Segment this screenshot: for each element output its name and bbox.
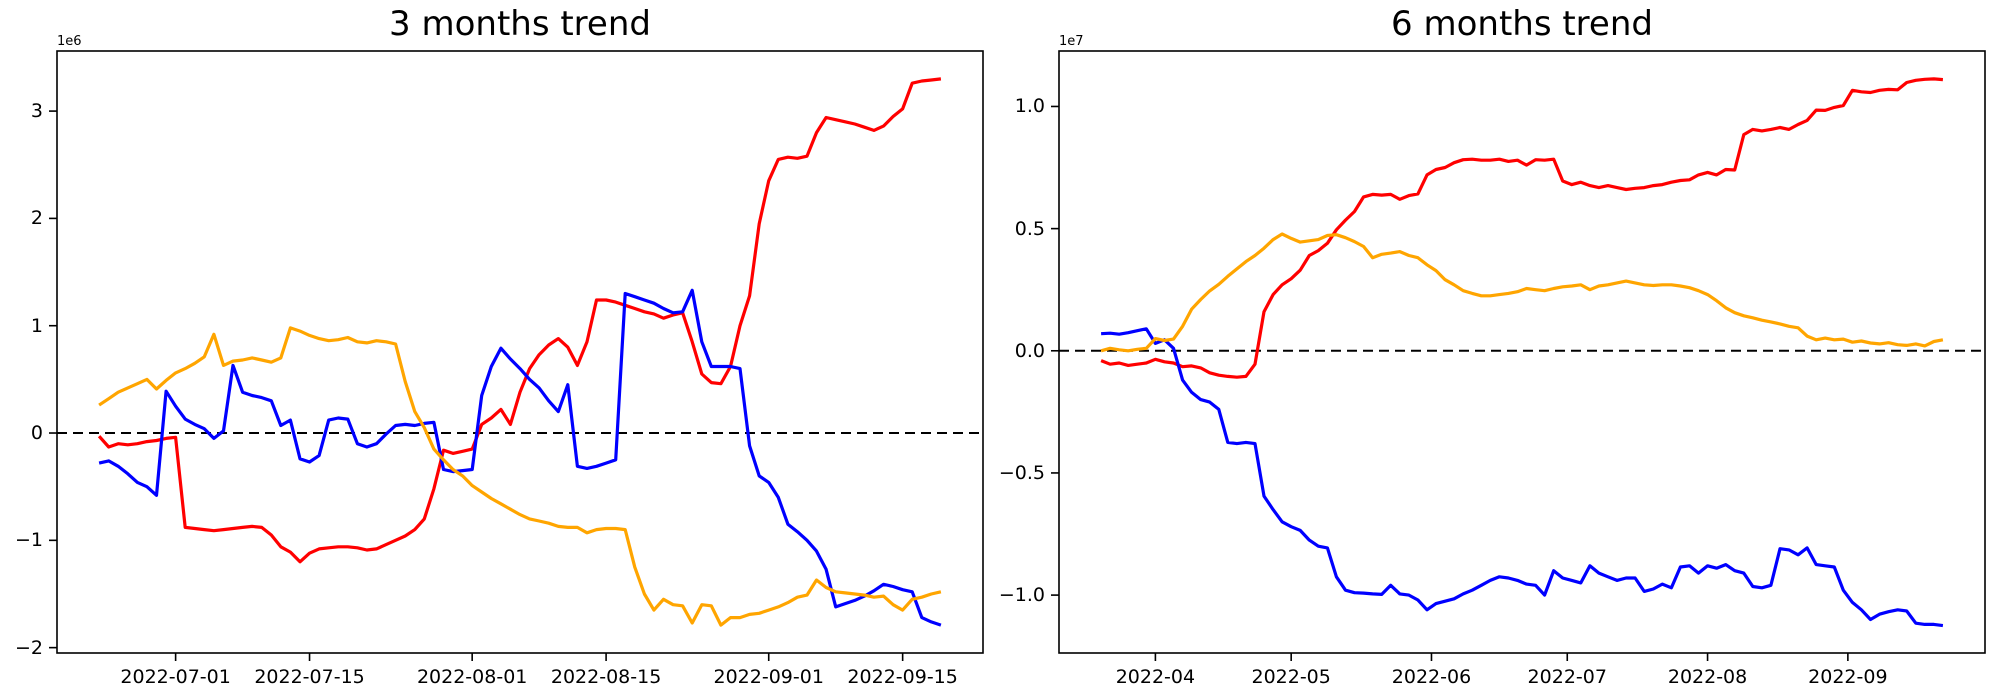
orange-series-line	[1100, 232, 1944, 353]
x-tick-label: 2022-08	[1667, 666, 1748, 688]
y-tick-label: −2	[14, 636, 43, 659]
x-tick-label: 2022-08-01	[416, 666, 528, 688]
y-axis-offset-label-1e7: 1e7	[1059, 34, 1084, 49]
y-tick-label: −0.5	[998, 461, 1045, 484]
orange-series-line	[98, 326, 942, 627]
x-tick-label: 2022-07-01	[120, 666, 231, 688]
y-tick-label: 0	[30, 422, 43, 445]
x-tick-label: 2022-09-15	[847, 666, 958, 688]
x-tick-label: 2022-08-15	[550, 666, 662, 688]
x-tick-label: 2022-09-01	[713, 666, 824, 688]
y-tick-label: 0.5	[1014, 217, 1045, 240]
chart-title-6-months: 6 months trend	[1391, 4, 1653, 44]
x-tick-label: 2022-09	[1808, 666, 1888, 688]
y-tick-label: 2	[30, 207, 43, 230]
x-tick-label: 2022-07-15	[254, 666, 365, 688]
y-tick-label: 3	[30, 100, 43, 123]
y-tick-label: −1	[14, 529, 43, 552]
axes-frame	[1058, 50, 1986, 654]
x-tick-label: 2022-06	[1391, 666, 1472, 688]
x-tick-label: 2022-04	[1115, 666, 1196, 688]
red-series-line	[1100, 77, 1944, 379]
y-axis-offset-label-1e6: 1e6	[57, 34, 82, 49]
blue-series-line	[98, 288, 942, 627]
y-tick-label: 0.0	[1014, 339, 1045, 362]
x-tick-label: 2022-07	[1527, 666, 1607, 688]
y-tick-label: −1.0	[998, 584, 1045, 607]
axes-frame	[56, 50, 984, 654]
y-tick-label: 1	[30, 314, 43, 337]
red-series-line	[97, 77, 942, 564]
y-tick-label: 1.0	[1014, 95, 1045, 118]
chart-title-3-months: 3 months trend	[389, 4, 651, 44]
x-tick-label: 2022-05	[1251, 666, 1331, 688]
blue-series-line	[1101, 327, 1944, 628]
